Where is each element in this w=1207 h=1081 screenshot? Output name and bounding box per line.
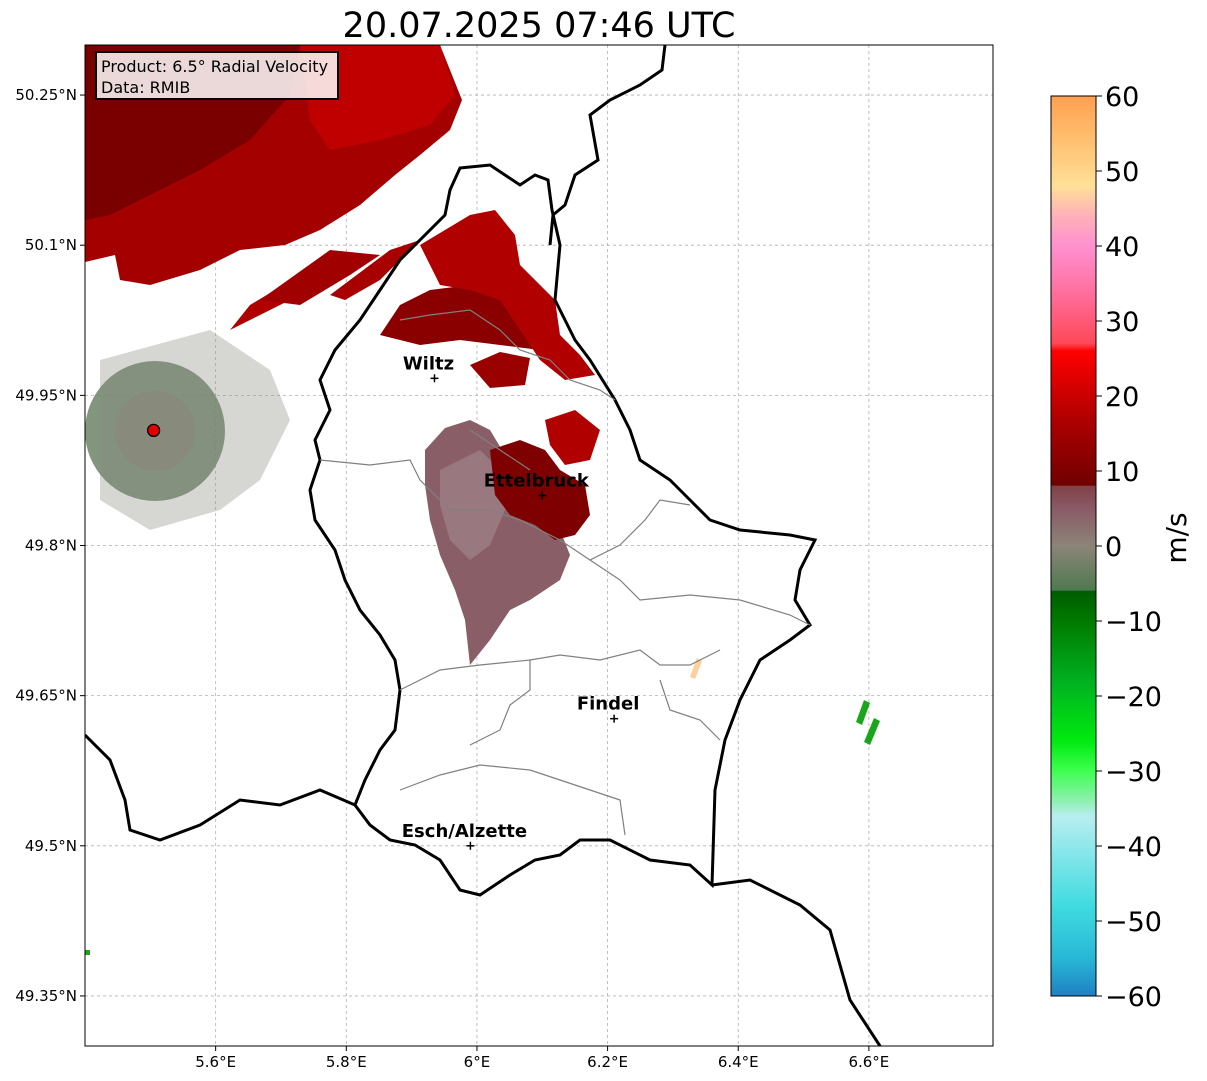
colorbar-tick-label: −60 [1105,982,1162,1013]
lat-tick-label: 49.35°N [15,987,77,1005]
colorbar-tick-label: 10 [1105,457,1139,488]
colorbar-tick-label: 60 [1105,82,1139,113]
info-source: Data: RMIB [101,78,191,97]
city-label: Esch/Alzette [402,821,527,842]
latitude-ticks: 50.25°N 50.1°N 49.95°N 49.8°N 49.65°N 49.5°N 4… [15,86,85,1005]
radar-site-marker[interactable] [146,423,161,438]
city-markers: Wiltz Ettelbruck Findel Esch/Alzette [402,353,640,850]
border-germany-east [548,45,667,246]
echo-green-streak [856,700,870,725]
canton-borders [319,309,811,836]
colorbar-tick-label: −50 [1105,907,1162,938]
colorbar-tick-label: 0 [1105,532,1122,563]
map-title: 20.07.2025 07:46 UTC [342,6,736,46]
lat-tick-label: 50.25°N [15,86,77,104]
lon-tick-label: 6.4°E [718,1053,759,1071]
city-wiltz[interactable]: Wiltz [403,353,454,383]
colorbar-tick-label: 30 [1105,307,1139,338]
lon-tick-label: 6°E [464,1053,491,1071]
echo-ettelbruck-cell [490,440,590,540]
colorbar-tick-label: 50 [1105,157,1139,188]
lon-tick-label: 6.6°E [848,1053,889,1071]
city-ettelbruck[interactable]: Ettelbruck [484,470,590,500]
border-france-west [85,733,356,842]
colorbar [1050,95,1097,997]
echo-mauve-highlight [440,450,505,560]
echo-streak [330,240,420,300]
city-findel[interactable]: Findel [577,694,640,723]
echo-radar-clutter-streak [100,330,290,530]
border-luxembourg [308,163,818,897]
lat-tick-label: 49.65°N [15,687,77,705]
colorbar-ticks: 60 50 40 30 20 10 0 −10 −20 −30 −40 −50 −60 [1096,82,1162,1013]
info-product: Product: 6.5° Radial Velocity [101,57,329,76]
city-esch-alzette[interactable]: Esch/Alzette [402,821,527,850]
colorbar-tick-label: 40 [1105,232,1139,263]
echo-wiltz-streaks [420,210,595,380]
colorbar-tick-label: 20 [1105,382,1139,413]
lon-tick-label: 5.8°E [326,1053,367,1071]
echo-streak [260,250,380,305]
lat-tick-label: 49.95°N [15,386,77,404]
city-label: Wiltz [403,353,454,374]
colorbar-tick-label: −30 [1105,757,1162,788]
info-box: Product: 6.5° Radial Velocity Data: RMIB [95,51,339,100]
lon-tick-label: 5.6°E [195,1053,236,1071]
echo-east-cell [470,352,530,388]
colorbar-tick-label: −20 [1105,682,1162,713]
city-label: Findel [577,694,640,715]
echo-peach-streak [690,658,702,679]
lon-tick-label: 6.2°E [587,1053,628,1071]
longitude-ticks: 5.6°E 5.8°E 6°E 6.2°E 6.4°E 6.6°E [195,1046,889,1071]
border-germany-south [711,878,882,1046]
city-label: Ettelbruck [484,470,590,491]
echo-streak-east [545,410,600,465]
echo-green-speck [85,950,90,955]
country-borders [85,45,882,1046]
echo-green-streak [864,718,880,745]
colorbar-tick-label: −10 [1105,607,1162,638]
lat-tick-label: 50.1°N [25,236,77,254]
colorbar-tick-label: −40 [1105,832,1162,863]
lat-tick-label: 49.8°N [25,537,77,555]
colorbar-unit: m/s [1160,512,1193,563]
lat-tick-label: 49.5°N [25,837,77,855]
